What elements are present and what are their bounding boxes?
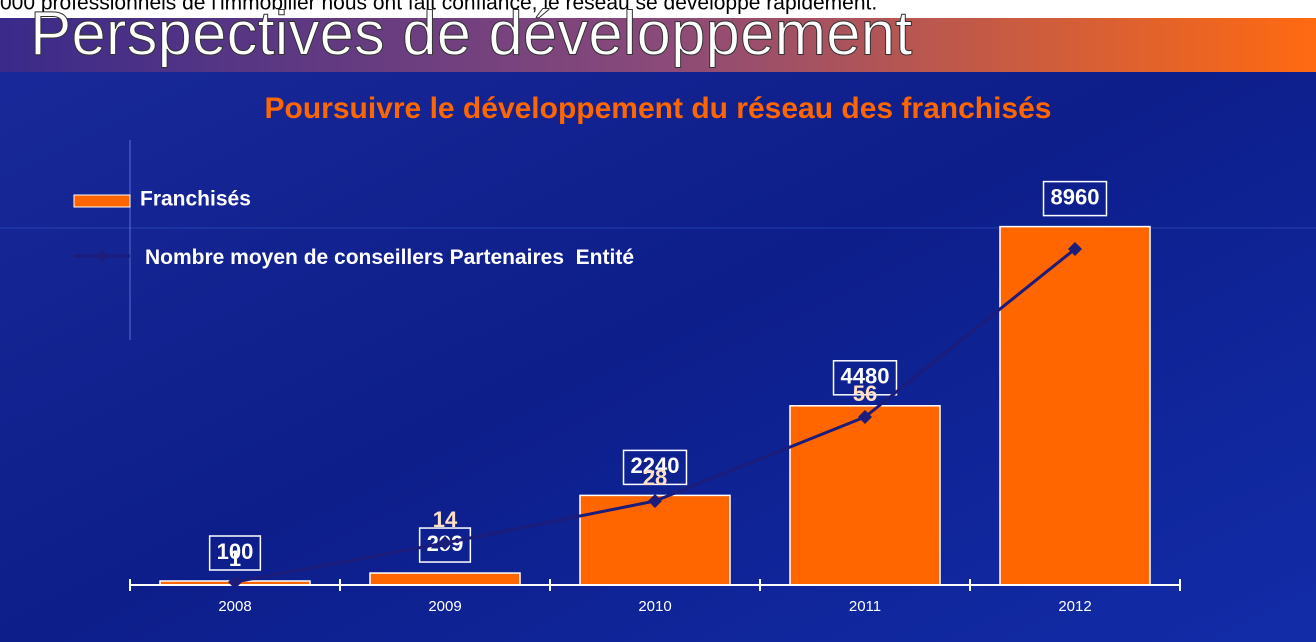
value-box (1042, 180, 1108, 217)
bar (789, 405, 941, 586)
value-box (832, 360, 898, 396)
line-marker (228, 575, 242, 589)
caption: 000 professionnels de l'immobilier nous … (0, 0, 877, 15)
x-tick-label: 2012 (1058, 598, 1091, 615)
value-box (418, 527, 472, 563)
bar (369, 572, 521, 586)
line-value-label: 1 (229, 546, 241, 571)
bar-value-label: 8960 (1051, 184, 1100, 209)
line-marker (1068, 242, 1082, 256)
title-band (0, 18, 1316, 72)
bar-value-label: 100 (217, 539, 254, 564)
x-tick-label: 2011 (849, 598, 881, 615)
line-value-label: 14 (433, 507, 458, 532)
line-marker (438, 536, 452, 550)
legend-marker (96, 250, 108, 262)
line-marker (648, 494, 662, 508)
bar-value-label: 4480 (841, 364, 890, 389)
x-tick-label: 2010 (638, 598, 671, 615)
x-tick-label: 2009 (428, 598, 461, 615)
legend-swatch (73, 194, 131, 208)
value-box (208, 535, 262, 571)
line-value-label: 56 (853, 381, 877, 406)
x-tick-label: 2008 (218, 598, 251, 615)
caption-strip (0, 0, 1316, 18)
legend-label: Nombre moyen de conseillers Partenaires … (145, 246, 635, 269)
line-value-label: 28 (643, 465, 667, 490)
legend-label: Franchisés (140, 188, 251, 211)
value-box (622, 449, 688, 486)
line-marker (858, 410, 872, 424)
bar-value-label: 2240 (631, 453, 680, 478)
bar (579, 494, 731, 586)
chart-subtitle: Poursuivre le développement du réseau de… (265, 92, 1052, 125)
chart-title: Perspectives de développement (30, 0, 912, 68)
bar (999, 225, 1151, 586)
